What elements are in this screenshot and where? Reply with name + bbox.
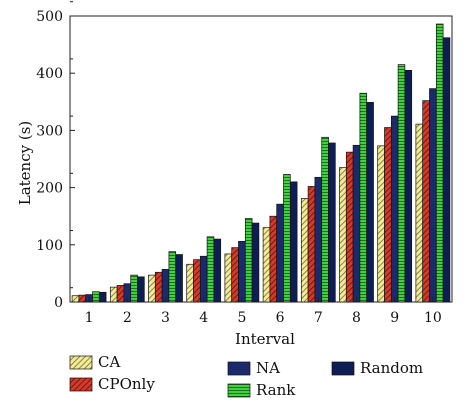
x-axis: 1 2 3 4 5 6 7 8 9 10 — [85, 297, 442, 326]
y-tick-label: 100 — [36, 238, 63, 254]
bars-group — [71, 23, 451, 303]
bar-ca-5 — [224, 253, 233, 303]
bar-rank-1 — [92, 291, 100, 303]
x-tick-label: 10 — [424, 310, 442, 326]
legend-swatch-na — [227, 361, 251, 376]
bar-ca-2 — [109, 286, 118, 303]
y-axis: 0 100 200 300 400 500 — [36, 1, 75, 311]
bar-na-10 — [429, 88, 437, 303]
bar-random-3 — [175, 254, 183, 303]
bar-ca-9 — [377, 145, 385, 303]
bar-rank-3 — [168, 251, 177, 303]
bar-cponly-3 — [154, 271, 163, 303]
y-tick-label: 300 — [36, 123, 63, 139]
bar-cponly-7 — [307, 186, 316, 303]
bar-rank-8 — [359, 92, 368, 303]
x-tick-label: 4 — [199, 310, 208, 326]
bar-random-5 — [251, 222, 260, 303]
plot-area — [69, 15, 453, 303]
legend-label-rank: Rank — [256, 381, 296, 399]
bar-na-6 — [276, 203, 284, 303]
legend-label-random: Random — [360, 359, 423, 377]
bar-cponly-8 — [345, 151, 354, 303]
bar-random-6 — [289, 181, 298, 303]
bar-rank-9 — [397, 64, 406, 303]
bar-random-1 — [98, 291, 107, 303]
bar-random-7 — [328, 142, 336, 303]
x-tick-label: 8 — [352, 310, 361, 326]
bar-ca-1 — [71, 295, 80, 303]
y-tick-label: 0 — [54, 295, 63, 311]
bar-cponly-10 — [422, 100, 430, 303]
bar-rank-2 — [130, 274, 138, 303]
plot-border — [69, 15, 453, 303]
bar-cponly-2 — [116, 285, 125, 303]
y-axis-title: Latency (s) — [16, 121, 34, 206]
bar-ca-7 — [300, 198, 309, 303]
x-tick-label: 9 — [390, 310, 399, 326]
bar-rank-10 — [435, 23, 444, 303]
bar-random-8 — [366, 102, 374, 303]
legend-swatch-cponly — [69, 377, 93, 392]
bar-ca-6 — [262, 227, 271, 303]
y-tick-label: 500 — [36, 9, 63, 25]
bar-ca-3 — [148, 274, 156, 303]
bar-na-5 — [238, 241, 246, 303]
bar-na-7 — [314, 176, 323, 303]
bar-cponly-9 — [384, 127, 392, 303]
bar-rank-7 — [321, 136, 329, 303]
bar-na-8 — [352, 144, 361, 303]
bar-cponly-4 — [193, 259, 201, 303]
bar-rank-5 — [244, 218, 253, 303]
legend-label-cponly: CPOnly — [98, 375, 155, 393]
bar-rank-4 — [206, 236, 215, 303]
y-tick-label: 400 — [36, 66, 63, 82]
x-tick-label: 6 — [276, 310, 285, 326]
x-tick-label: 3 — [161, 310, 170, 326]
x-tick-label: 7 — [314, 310, 323, 326]
legend: CA CPOnly NA Rank Random — [69, 353, 423, 399]
bar-random-4 — [213, 238, 222, 303]
x-tick-label: 2 — [123, 310, 132, 326]
legend-label-na: NA — [256, 359, 280, 377]
bar-ca-4 — [186, 263, 194, 303]
legend-swatch-rank — [227, 383, 251, 398]
x-axis-title: Interval — [235, 330, 295, 348]
bar-random-10 — [442, 37, 451, 303]
x-tick-label: 5 — [237, 310, 246, 326]
bar-na-4 — [199, 255, 208, 303]
legend-swatch-random — [331, 361, 355, 376]
legend-label-ca: CA — [98, 353, 120, 371]
bar-ca-10 — [415, 123, 424, 303]
legend-swatch-ca — [69, 355, 93, 370]
bar-random-9 — [404, 69, 413, 303]
bar-ca-8 — [339, 167, 347, 303]
bar-cponly-6 — [269, 215, 278, 303]
bar-rank-6 — [283, 174, 291, 303]
bar-random-2 — [137, 276, 145, 303]
bar-na-9 — [390, 115, 399, 303]
x-tick-label: 1 — [85, 310, 94, 326]
bar-cponly-5 — [231, 247, 239, 303]
bar-cponly-1 — [78, 294, 87, 303]
y-tick-label: 200 — [36, 181, 63, 197]
